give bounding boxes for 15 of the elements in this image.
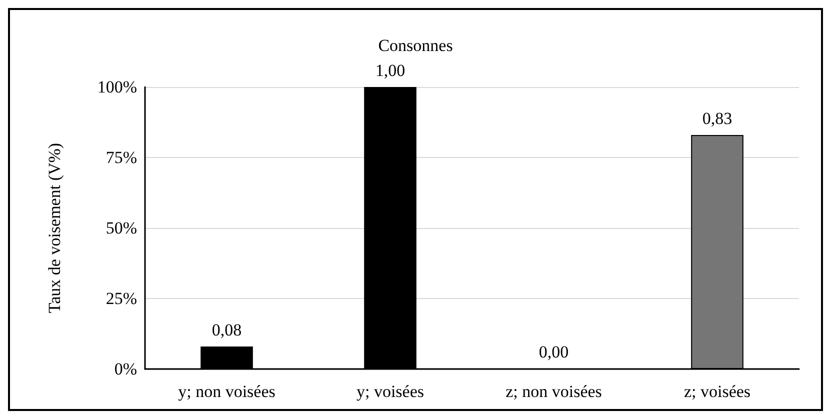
x-tick-label: y; non voisées: [178, 382, 276, 401]
y-axis-title: Taux de voisement (V%): [45, 142, 64, 314]
y-tick-label: 25%: [106, 289, 137, 308]
data-label: 1,00: [375, 61, 406, 80]
y-tick-label: 50%: [106, 218, 137, 238]
y-tick-label: 0%: [114, 360, 137, 378]
data-label: 0,00: [538, 342, 569, 362]
x-tick-label: y; voisées: [356, 382, 424, 401]
x-tick-label: z; non voisées: [506, 382, 602, 401]
chart-title: Consonnes: [378, 36, 453, 55]
y-tick-label: 100%: [97, 78, 137, 96]
x-tick-label: z; voisées: [684, 382, 751, 401]
y-tick-label: 75%: [106, 148, 137, 167]
data-label: 0,08: [212, 320, 242, 340]
data-label: 0,83: [702, 108, 732, 128]
